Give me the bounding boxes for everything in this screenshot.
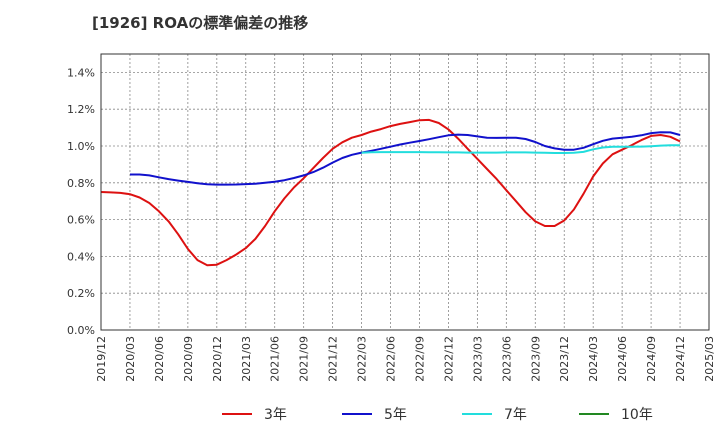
y-tick-label: 1.0% [67, 140, 95, 153]
x-tick-label: 2020/03 [124, 336, 137, 382]
series-line [100, 118, 681, 267]
y-tick-label: 0.2% [67, 287, 95, 300]
series-line [361, 144, 680, 154]
series-lines [100, 118, 681, 267]
plot-border [100, 53, 710, 331]
y-tick-label: 0.0% [67, 324, 95, 337]
series-line [130, 131, 681, 186]
x-tick-label: 2020/12 [211, 336, 224, 382]
x-tick-label: 2019/12 [95, 336, 108, 382]
x-tick-label: 2024/12 [674, 336, 687, 382]
x-axis-ticks: 2019/12 2020/03 2020/06 2020/09 2020/12 2021/… [95, 336, 716, 382]
legend-label: 5年 [384, 407, 407, 423]
x-tick-label: 2021/06 [269, 336, 282, 382]
x-tick-label: 2021/03 [240, 336, 253, 382]
y-tick-label: 0.6% [67, 214, 95, 227]
x-tick-label: 2021/09 [298, 336, 311, 382]
legend: 3年 5年 7年 10年 [222, 407, 653, 423]
x-tick-label: 2020/06 [153, 336, 166, 382]
plot-area [101, 54, 709, 330]
x-tick-label: 2022/12 [442, 336, 455, 382]
legend-label: 10年 [621, 407, 653, 423]
x-tick-label: 2023/12 [558, 336, 571, 382]
y-tick-label: 1.4% [67, 66, 95, 79]
grid [101, 54, 709, 330]
x-tick-label: 2023/06 [500, 336, 513, 382]
x-tick-label: 2024/03 [587, 336, 600, 382]
x-tick-label: 2022/03 [356, 336, 369, 382]
y-tick-label: 1.2% [67, 103, 95, 116]
legend-label: 7年 [504, 407, 527, 423]
legend-label: 3年 [264, 407, 287, 423]
x-tick-label: 2021/12 [327, 336, 340, 382]
y-tick-label: 0.4% [67, 250, 95, 263]
x-tick-label: 2020/09 [182, 336, 195, 382]
chart-title: [1926] ROAの標準偏差の推移 [92, 14, 309, 32]
x-tick-label: 2023/09 [529, 336, 542, 382]
x-tick-label: 2023/03 [471, 336, 484, 382]
x-tick-label: 2024/06 [616, 336, 629, 382]
x-tick-label: 2024/09 [645, 336, 658, 382]
x-tick-label: 2022/09 [413, 336, 426, 382]
y-tick-label: 0.8% [67, 177, 95, 190]
x-tick-label: 2022/06 [385, 336, 398, 382]
y-axis-ticks: 0.0% 0.2% 0.4% 0.6% 0.8% 1.0% 1.2% 1.4% [67, 66, 95, 337]
x-tick-label: 2025/03 [703, 336, 716, 382]
